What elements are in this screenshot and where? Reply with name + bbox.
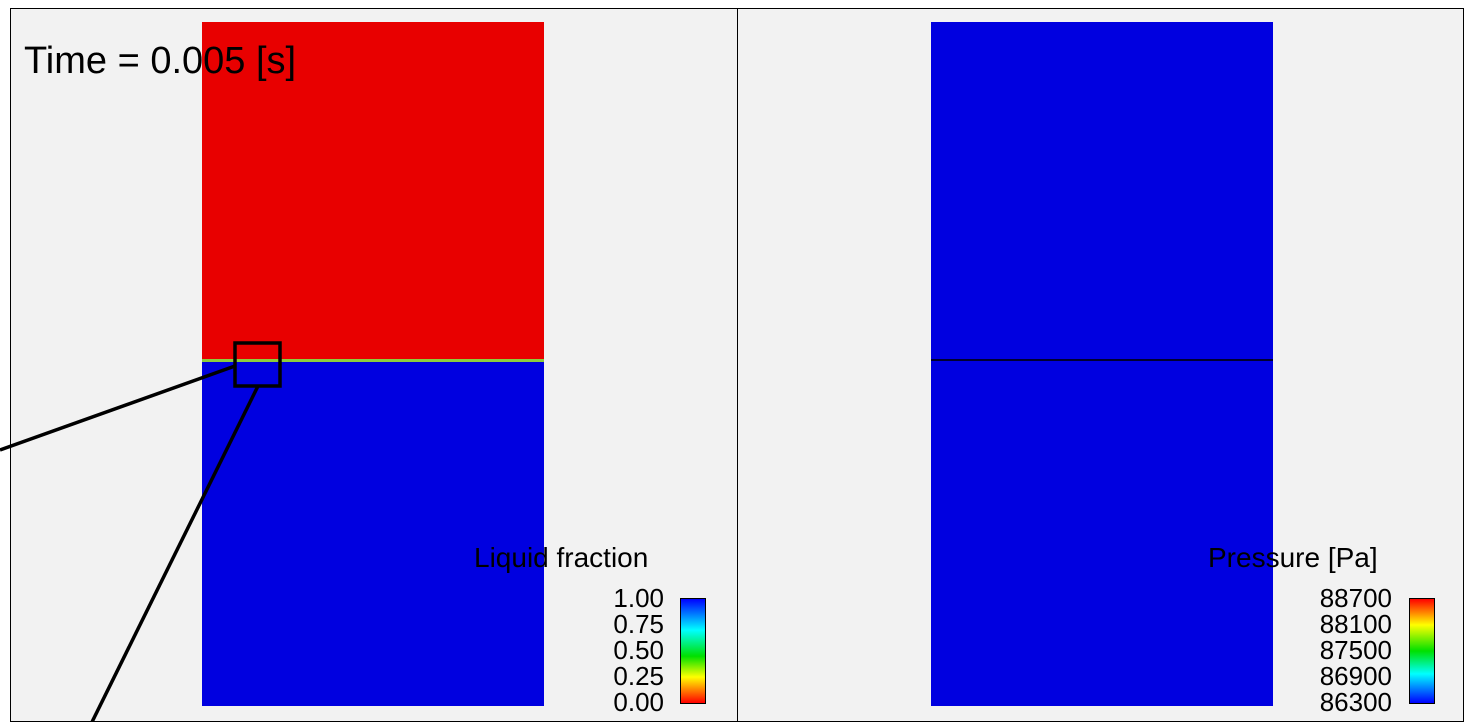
pressure-tick: 86900: [1319, 661, 1392, 691]
pressure-tick: 87500: [1319, 635, 1392, 665]
liquid-fraction-upper-region: [202, 22, 544, 359]
liquid-fraction-legend-title: Liquid fraction: [474, 542, 649, 573]
time-label: Time = 0.005 [s]: [24, 40, 297, 82]
pressure-colorbar: [1409, 598, 1435, 704]
pressure-tick: 86300: [1319, 687, 1392, 717]
callout-line-bottom: [90, 385, 260, 722]
pressure-tick: 88700: [1319, 583, 1392, 613]
liquid-fraction-tick: 0.25: [613, 661, 664, 691]
zoom-box: [233, 341, 282, 388]
liquid-fraction-tick: 0.00: [613, 687, 664, 717]
liquid-fraction-tick: 1.00: [613, 583, 664, 613]
pressure-tick: 88100: [1319, 609, 1392, 639]
liquid-fraction-lower-region: [202, 362, 544, 706]
callout-line-left: [0, 364, 236, 452]
pressure-interface-line: [931, 359, 1273, 361]
liquid-fraction-colorbar: [680, 598, 706, 704]
pressure-legend-title: Pressure [Pa]: [1208, 542, 1378, 573]
liquid-fraction-tick: 0.75: [613, 609, 664, 639]
liquid-fraction-interface: [202, 359, 544, 362]
pressure-region: [931, 22, 1273, 706]
liquid-fraction-tick: 0.50: [613, 635, 664, 665]
